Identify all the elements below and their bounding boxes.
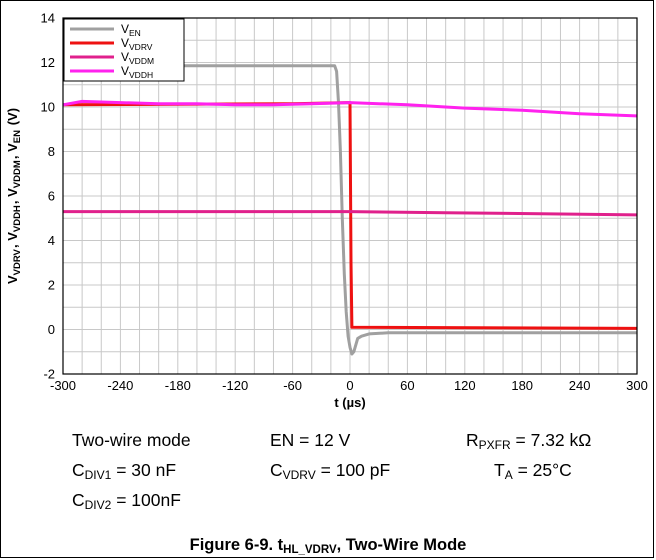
x-tick-label: 0 [346,378,353,393]
x-axis-label: t (µs) [334,395,365,410]
legend-label: VVDDM [121,50,155,66]
condition-text: EN = 12 V [270,430,351,450]
x-tick-label: 300 [626,378,648,393]
y-tick-label: 12 [41,55,55,70]
y-axis-label: VVDRV , VVDDH , VVDDM , VEN (V) [5,108,23,284]
legend-label: VEN [121,22,142,38]
x-tick-label: -300 [50,378,76,393]
y-tick-label: 8 [48,144,55,159]
y-tick-label: 2 [48,278,55,293]
condition-text: TA = 25°C [494,460,572,482]
legend-label: VVDDH [121,64,154,80]
y-tick-label: -2 [43,367,55,382]
condition-text: RPXFR = 7.32 kΩ [466,430,592,452]
series-line-vddh [62,99,638,118]
condition-text: CVDRV = 100 pF [270,460,391,482]
x-tick-label: 120 [454,378,476,393]
x-tick-label: 240 [569,378,591,393]
x-tick-label: -120 [222,378,248,393]
figure-caption: Figure 6-9. tHL_VDRV, Two-Wire Mode [189,536,467,556]
x-tick-label: 60 [400,378,414,393]
series-line-en [63,64,637,356]
x-tick-label: -60 [283,378,302,393]
y-tick-label: 10 [41,100,55,115]
y-tick-label: 0 [48,322,55,337]
x-tick-label: -240 [107,378,133,393]
condition-text: CDIV2 = 100nF [72,490,181,512]
x-tick-label: 180 [511,378,533,393]
condition-text: CDIV1 = 30 nF [72,460,177,482]
y-tick-label: 6 [48,189,55,204]
plot-border [62,17,638,375]
legend-label: VVDRV [121,36,154,52]
x-tick-label: -180 [165,378,191,393]
y-tick-label: 4 [48,233,55,248]
series-line-vddm [63,210,638,217]
y-tick-label: 14 [41,11,55,26]
condition-text: Two-wire mode [72,430,191,450]
